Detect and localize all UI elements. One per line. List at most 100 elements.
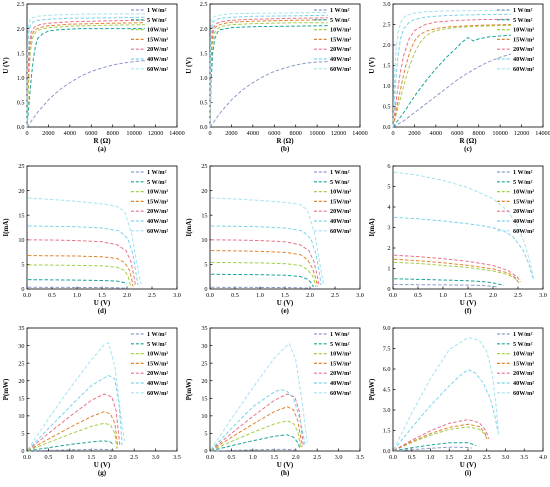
legend-entry: 15W/m² [513,360,534,367]
x-axis-label: R (Ω) [459,137,477,145]
y-tick-label: 20 [201,188,207,195]
y-tick-label: 35 [201,325,207,332]
legend-entry: 5 W/m² [147,341,167,348]
legend-entry: 10W/m² [330,351,351,358]
series-line [393,254,521,283]
legend-entry: 1 W/m² [147,169,167,176]
x-tick-label: 2.5 [331,292,339,299]
legend-entry: 10W/m² [330,27,351,34]
series-line [210,286,313,290]
series-line [392,24,511,128]
series-line [210,434,301,452]
y-tick-label: 5 [21,431,24,438]
x-tick-label: 0.5 [228,454,236,461]
x-tick-label: 0.5 [414,292,422,299]
y-tick-label: 25 [18,163,24,170]
panel-label: (d) [98,307,107,315]
legend-entry: 1 W/m² [513,7,533,14]
y-tick-label: 9.0 [383,325,391,332]
y-tick-label: 15 [18,395,24,402]
series-line [210,393,304,451]
x-tick-label: 1.0 [249,454,257,461]
x-tick-label: 6000 [451,130,463,137]
legend-entry: 15W/m² [330,36,351,43]
panel-label: (h) [281,469,290,477]
y-axis-label: P(mW) [185,378,193,400]
legend-entry: 20W/m² [330,208,351,215]
y-axis-label: P(mW) [2,378,10,400]
legend-entry: 5 W/m² [330,17,350,24]
legend-entry: 20W/m² [330,370,351,377]
series-line [209,17,328,128]
x-tick-label: 1.5 [270,454,278,461]
series-line [26,28,145,128]
y-axis-label: I(mA) [2,218,10,237]
legend-entry: 5 W/m² [513,341,533,348]
legend-entry: 40W/m² [330,218,351,225]
y-tick-label: 20 [201,378,207,385]
y-tick-label: 0.0 [200,124,208,131]
panel-label: (i) [465,469,472,477]
y-tick-label: 15 [201,395,207,402]
y-tick-label: 25 [201,163,207,170]
x-tick-label: 0 [208,130,211,137]
y-tick-label: 1.5 [200,50,208,57]
legend-entry: 10W/m² [147,189,168,196]
x-tick-label: 1.0 [73,292,81,299]
x-tick-label: 0.0 [23,292,31,299]
x-tick-label: 2.0 [306,292,314,299]
y-axis-label: I(mA) [368,218,376,237]
y-tick-label: 7.5 [383,346,391,353]
series-line [209,14,328,128]
x-tick-label: 3.5 [173,454,181,461]
legend-entry: 60W/m² [513,228,534,235]
x-tick-label: 2.5 [313,454,321,461]
y-axis-label: P(mW) [368,378,376,400]
x-tick-label: 2.0 [489,292,497,299]
y-tick-label: 35 [18,325,24,332]
x-tick-label: 2000 [408,130,420,137]
y-tick-label: 2 [387,245,390,252]
series-line [209,61,328,128]
x-tick-label: 2.0 [292,454,300,461]
x-tick-label: 3.5 [356,454,364,461]
y-tick-label: 1.0 [200,75,208,82]
series-line [27,279,128,285]
series-line [27,225,139,286]
x-tick-label: 3.0 [335,454,343,461]
series-line [210,388,306,451]
panel-e: 0.0 0.5 1.0 1.5 2.0 2.5 3.0 0 5 10 15 20 25 U (V) I(mA… [185,163,364,315]
x-tick-label: 1.5 [98,292,106,299]
series-line [210,250,318,287]
legend-entry: 40W/m² [147,380,168,387]
y-tick-label: 4.5 [383,387,391,394]
legend-entry: 40W/m² [330,56,351,63]
series-line [210,342,308,450]
series-line [26,22,145,128]
panel-label: (b) [281,145,290,153]
axes-frame [209,327,361,452]
legend-entry: 10W/m² [147,27,168,34]
series-line [27,411,119,451]
y-tick-label: 20 [18,378,24,385]
y-tick-label: 0.0 [383,448,391,455]
y-tick-label: 0 [204,286,207,293]
series-line [393,426,488,452]
panel-b: 0 2000 4000 6000 8000 10000 12000 14000 0.0 0.5 1.… [185,1,368,153]
series-line [209,22,328,128]
legend-entry: 60W/m² [147,228,168,235]
x-tick-label: 4000 [64,130,76,137]
legend-entry: 15W/m² [147,36,168,43]
series-line [26,24,145,128]
panel-d: 0.0 0.5 1.0 1.5 2.0 2.5 3.0 0 5 10 15 20 25 U (V) I(mA… [2,163,181,315]
x-tick-label: 0.5 [45,454,53,461]
series-line [209,19,328,128]
x-tick-label: 2.5 [483,454,491,461]
x-tick-label: 0.0 [206,292,214,299]
y-tick-label: 1 [387,266,390,273]
x-tick-label: 2.0 [109,454,117,461]
x-tick-label: 10000 [309,130,324,137]
x-axis-label: R (Ω) [276,137,294,145]
y-tick-label: 5 [21,262,24,269]
y-tick-label: 1.5 [383,63,391,70]
